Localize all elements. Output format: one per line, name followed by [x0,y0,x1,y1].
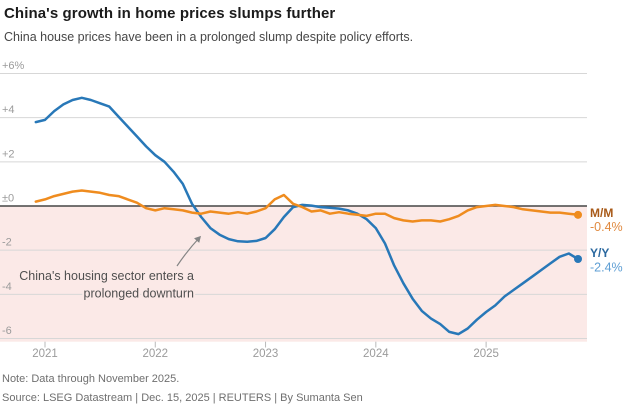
annotation-arrow [176,235,202,267]
y-axis-label: +4 [2,104,15,116]
page-title: China's growth in home prices slumps fur… [4,5,336,22]
m-m-series-label: M/M [590,206,613,220]
negative-region-band [0,206,587,342]
page-subtitle: China house prices have been in a prolon… [4,30,414,44]
x-axis-label: 2024 [363,348,389,360]
m-m-line [34,189,580,223]
chart-source: Source: LSEG Datastream | Dec. 15, 2025 … [2,392,363,404]
y-axis-label: -4 [2,281,12,293]
y-y-end-dot [574,254,583,263]
x-axis-label: 2021 [32,348,58,360]
m-m-end-dot [574,210,583,219]
plot-area: +6% +4 +2 ±0 -2 -4 -6 2021 2022 2023 2024 2025 Y/Y-2… [0,60,623,360]
chart-note: Note: Data through November 2025. [2,373,180,385]
annotation-line1: China's housing sector enters a [19,269,194,283]
y-axis-label: ±0 [2,193,14,205]
y-axis-label: +6% [2,60,25,72]
annotation-line2: prolonged downturn [84,287,195,301]
x-axis-label: 2025 [473,348,499,360]
y-y-line [34,96,580,336]
y-axis-label: +2 [2,148,15,160]
x-axis-label: 2023 [253,348,279,360]
y-y-series-label: Y/Y [590,246,609,260]
x-axis-label: 2022 [142,348,168,360]
y-axis-label: -6 [2,325,12,337]
y-axis-label: -2 [2,237,12,249]
m-m-latest-value: -0.4% [590,220,623,234]
y-y-latest-value: -2.4% [590,261,623,275]
